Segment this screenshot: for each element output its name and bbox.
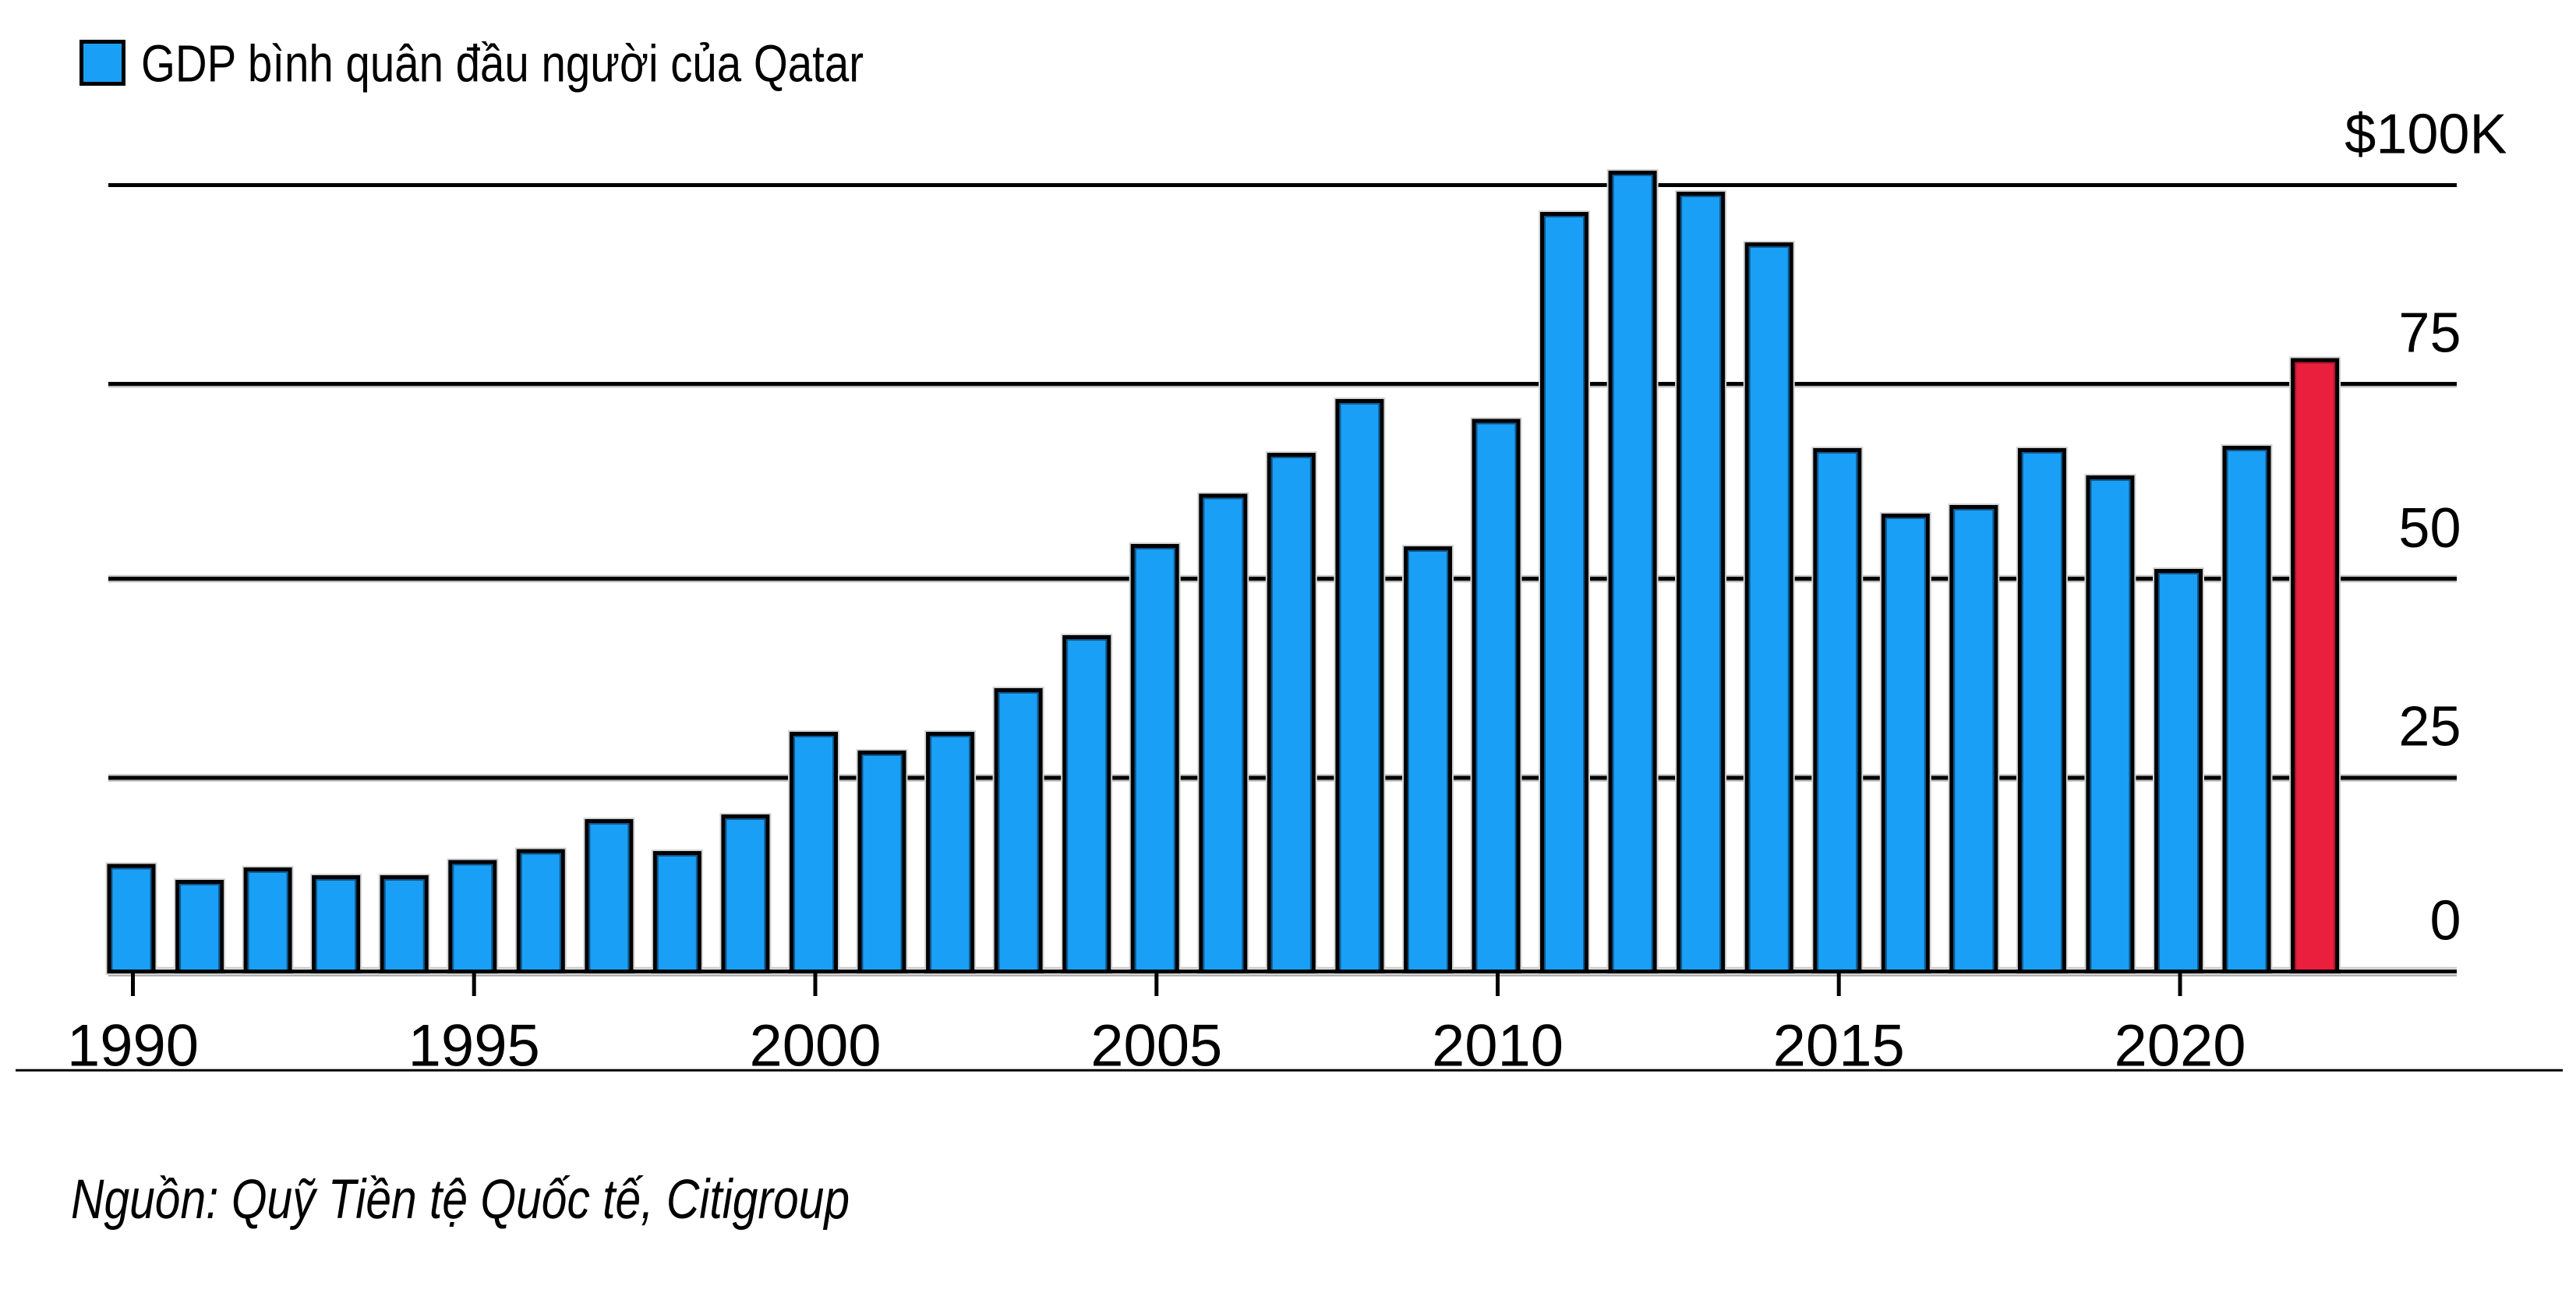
svg-text:75: 75 bbox=[2398, 302, 2461, 365]
svg-text:2015: 2015 bbox=[1773, 1013, 1905, 1079]
svg-text:Nguồn: Quỹ Tiền tệ Quốc tế, Ci: Nguồn: Quỹ Tiền tệ Quốc tế, Citigroup bbox=[71, 1169, 850, 1231]
svg-text:2010: 2010 bbox=[1432, 1013, 1564, 1079]
svg-text:25: 25 bbox=[2398, 696, 2461, 758]
svg-text:0: 0 bbox=[2429, 890, 2461, 952]
svg-text:2000: 2000 bbox=[749, 1013, 881, 1079]
svg-text:2005: 2005 bbox=[1090, 1013, 1222, 1079]
svg-text:1990: 1990 bbox=[67, 1013, 199, 1079]
svg-text:$100K: $100K bbox=[2345, 104, 2507, 166]
svg-text:1995: 1995 bbox=[408, 1013, 540, 1079]
svg-text:50: 50 bbox=[2398, 497, 2461, 560]
svg-text:2020: 2020 bbox=[2114, 1013, 2246, 1079]
svg-text:GDP bình quân đầu người của Qa: GDP bình quân đầu người của Qatar bbox=[141, 35, 864, 94]
